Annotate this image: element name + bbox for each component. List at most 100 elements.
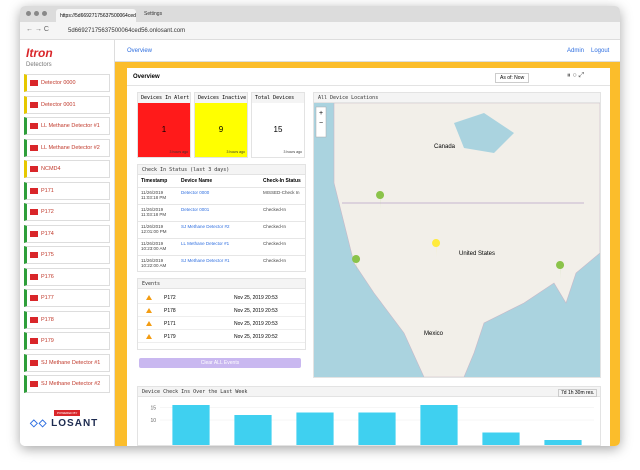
cell[interactable]: SJ Methane Detector #1 <box>181 258 230 263</box>
device-item[interactable]: P178 <box>24 310 110 329</box>
column-header[interactable]: Timestamp <box>141 178 168 184</box>
stat-time: 3 hours ago <box>226 150 246 154</box>
event-device: P171 <box>164 321 176 327</box>
device-name: NCMD4 <box>41 166 61 172</box>
device-name: LL Methane Detector #1 <box>41 123 100 129</box>
cell: 11/26/2019 10:22:00 AM <box>141 258 167 268</box>
cell: 11/26/2019 11:03:18 PM <box>141 190 167 200</box>
toolbar: ← → C 5d66927175637500064ced56.onlosant.… <box>20 22 620 40</box>
tab[interactable]: https://5d66927175637500064ced56.onlosan… <box>56 9 136 22</box>
clear-button[interactable]: Clear ALL Events <box>139 358 301 368</box>
device-item[interactable]: P171 <box>24 181 110 200</box>
url-bar[interactable]: 5d66927175637500064ced56.onlosant.com <box>68 28 186 34</box>
device-icon <box>30 166 38 172</box>
resolution: 7d 1h 30m res. <box>558 389 598 397</box>
card-title: Events <box>138 279 305 289</box>
chart-card: Device Check Ins Over the Last Week 7d 1… <box>137 386 601 446</box>
map: + − Canada United States Mexico <box>314 103 600 377</box>
cell[interactable]: LL Methane Detector #1 <box>181 241 230 246</box>
device-item[interactable]: SJ Methane Detector #2 <box>24 375 110 393</box>
bar <box>172 405 210 445</box>
cell: 11/26/2019 11:03:18 PM <box>141 207 167 217</box>
cell: Checked-In <box>263 258 287 263</box>
bar <box>420 405 458 445</box>
row-divider <box>138 329 305 330</box>
bar <box>296 412 334 445</box>
nav-link[interactable]: Logout <box>591 48 610 54</box>
bar <box>358 412 396 445</box>
browser-window: https://5d66927175637500064ced56.onlosan… <box>20 6 620 446</box>
brand: ◇◇ LOSANT <box>30 418 99 429</box>
stat-time: 3 hours ago <box>169 150 189 154</box>
stat-box <box>195 103 247 157</box>
device-icon <box>30 295 38 301</box>
bar <box>234 415 272 445</box>
device-item[interactable]: NCMD4 <box>24 160 110 178</box>
device-icon <box>30 144 38 151</box>
event-time: Nov 25, 2019 20:53 <box>234 321 278 327</box>
warning-icon <box>146 321 152 326</box>
device-name: P178 <box>41 316 54 323</box>
row-divider <box>138 303 305 304</box>
row-divider <box>138 238 305 239</box>
card-title: Check In Status (last 3 days) <box>138 165 305 175</box>
device-name: SJ Methane Detector #2 <box>41 381 101 387</box>
device-item[interactable]: Detector 0001 <box>24 95 110 114</box>
cell: 11/26/2019 12:01:00 PM <box>141 224 167 234</box>
powered-by: POWERED BY <box>54 410 81 416</box>
device-name: P177 <box>41 295 54 301</box>
dashboard-title: Overview <box>133 74 160 80</box>
event-time: Nov 25, 2019 20:53 <box>234 308 278 314</box>
card-title: Device Check Ins Over the Last Week <box>138 387 600 397</box>
device-name: P172 <box>41 209 54 215</box>
svg-text:+: + <box>319 110 323 117</box>
device-item[interactable]: LL Methane Detector #2 <box>24 138 110 157</box>
device-item[interactable]: P176 <box>24 267 110 286</box>
column-header[interactable]: Check-In Status <box>263 178 301 184</box>
svg-text:−: − <box>319 120 323 127</box>
dashboard-area: Overview As of: Now ⏸ ○ ⤢ Check In Statu… <box>115 62 620 446</box>
tab[interactable]: Settings <box>144 11 163 17</box>
device-item[interactable]: P177 <box>24 289 110 307</box>
bar-chart: 10 15 <box>150 405 594 445</box>
event-device: P178 <box>164 308 176 314</box>
cell[interactable]: Detector 0000 <box>181 190 210 195</box>
device-icon <box>30 338 38 344</box>
dashboard-panel: Overview As of: Now ⏸ ○ ⤢ Check In Statu… <box>127 68 610 446</box>
device-name: P176 <box>41 273 54 280</box>
device-icon <box>30 80 38 86</box>
device-icon <box>30 123 38 129</box>
device-icon <box>30 359 38 366</box>
row-divider <box>138 255 305 256</box>
cell[interactable]: Detector 0001 <box>181 207 210 212</box>
device-item[interactable]: P174 <box>24 224 110 243</box>
cell: 11/26/2019 10:23:00 AM <box>141 241 167 251</box>
device-name: LL Methane Detector #2 <box>41 144 100 151</box>
event-time: Nov 25, 2019 20:53 <box>234 295 278 301</box>
column-header[interactable]: Device Name <box>181 178 213 184</box>
nav-link[interactable]: Overview <box>127 48 153 54</box>
stat-box <box>138 103 190 157</box>
cell: MISSED-Check In <box>263 190 300 195</box>
stat-value: 9 <box>218 125 224 134</box>
device-name: P171 <box>41 187 54 194</box>
device-icon <box>30 252 38 258</box>
device-name: P175 <box>41 252 54 258</box>
device-item[interactable]: P172 <box>24 203 110 221</box>
device-icon <box>30 230 38 237</box>
device-name: Detector 0000 <box>41 80 76 86</box>
device-item[interactable]: LL Methane Detector #1 <box>24 117 110 135</box>
cell: Checked-In <box>263 241 287 246</box>
row-divider <box>138 316 305 317</box>
as-of[interactable]: As of: Now <box>495 73 530 83</box>
row-divider <box>138 187 305 188</box>
nav-link[interactable]: Admin <box>567 48 585 54</box>
event-device: P179 <box>164 334 176 340</box>
device-item[interactable]: P175 <box>24 246 110 264</box>
stat-card: Devices In Alert 1 3 hours ago <box>137 92 191 158</box>
app-header: Overview Admin Logout <box>115 40 620 62</box>
device-item[interactable]: Detector 0000 <box>24 74 110 92</box>
device-item[interactable]: P179 <box>24 332 110 350</box>
cell[interactable]: SJ Methane Detector #2 <box>181 224 230 229</box>
device-item[interactable]: SJ Methane Detector #1 <box>24 353 110 372</box>
